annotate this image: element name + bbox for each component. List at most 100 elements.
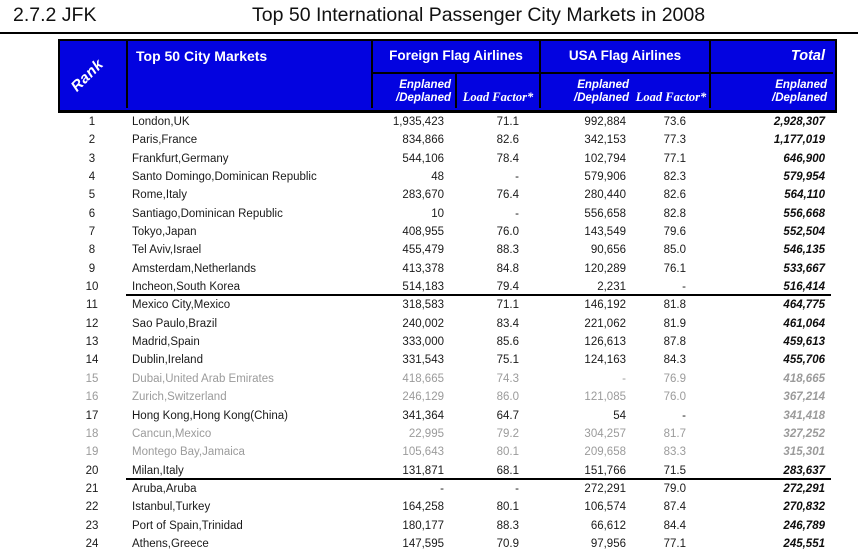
table-row: 19 Montego Bay,Jamaica 105,643 80.1 209,… xyxy=(58,443,837,461)
usa-enplaned-cell: 54 xyxy=(613,409,626,422)
foreign-enplaned-cell: - xyxy=(440,482,444,495)
foreign-load-factor-cell: 80.1 xyxy=(496,446,519,459)
city-market-cell: Milan,Italy xyxy=(126,462,371,480)
table-row: 18 Cancun,Mexico 22,995 79.2 304,257 81.… xyxy=(58,425,837,443)
city-market-cell: London,UK xyxy=(132,116,190,128)
foreign-enplaned-cell: 341,364 xyxy=(402,409,444,422)
total-enplaned-cell: 341,418 xyxy=(783,409,825,422)
total-enplaned-cell: 418,665 xyxy=(783,372,825,385)
section-label: 2.7.2 JFK xyxy=(13,4,97,26)
foreign-load-factor-cell: 70.9 xyxy=(496,537,519,550)
usa-load-factor-cell: 79.6 xyxy=(663,226,686,239)
usa-enplaned-cell: 143,549 xyxy=(584,226,626,239)
usa-load-factor-cell: 82.8 xyxy=(663,207,686,220)
total-enplaned-cell: 245,551 xyxy=(783,537,825,550)
foreign-enplaned-cell: 514,183 xyxy=(371,278,455,297)
usa-load-factor-cell: 87.4 xyxy=(663,501,686,514)
usa-load-factor-cell: 81.7 xyxy=(663,427,686,440)
foreign-load-factor-cell: 74.3 xyxy=(496,372,519,385)
city-market-cell: Montego Bay,Jamaica xyxy=(132,446,245,459)
usa-load-factor-cell: 76.9 xyxy=(663,372,686,385)
usa-load-factor-cell: 87.8 xyxy=(663,336,686,349)
foreign-enplaned-cell: 1,935,423 xyxy=(392,116,444,128)
usa-load-factor-cell: 76.1 xyxy=(663,262,686,275)
usa-enplaned-cell: 151,766 xyxy=(539,462,631,480)
usa-load-factor-cell: 84.3 xyxy=(663,354,686,367)
table-row: 8 Tel Aviv,Israel 455,479 88.3 90,656 85… xyxy=(58,241,837,259)
foreign-enplaned-cell: 10 xyxy=(431,207,444,220)
total-enplaned-cell: 283,637 xyxy=(709,462,831,480)
total-enplaned-cell: 552,504 xyxy=(783,226,825,239)
rank-cell: 17 xyxy=(85,409,99,422)
foreign-load-factor-cell: 76.4 xyxy=(496,189,519,202)
rank-cell: 15 xyxy=(85,372,99,385)
header-usa-flag-airlines: USA Flag Airlines xyxy=(541,41,711,74)
city-market-cell: Tokyo,Japan xyxy=(132,226,197,239)
foreign-enplaned-cell: 544,106 xyxy=(402,152,444,165)
header-rank-label: Rank xyxy=(67,55,108,96)
rank-cell: 13 xyxy=(85,336,99,349)
table-row: 23 Port of Spain,Trinidad 180,177 88.3 6… xyxy=(58,517,837,535)
usa-load-factor-cell: 82.6 xyxy=(663,189,686,202)
usa-enplaned-cell: 106,574 xyxy=(584,501,626,514)
rank-cell: 19 xyxy=(85,446,99,459)
total-enplaned-cell: 564,110 xyxy=(784,189,825,202)
rank-cell: 10 xyxy=(85,281,99,294)
foreign-load-factor-cell: 78.4 xyxy=(496,152,519,165)
usa-enplaned-cell: 992,884 xyxy=(584,116,626,128)
foreign-load-factor-cell: - xyxy=(515,207,519,220)
table-row: 24 Athens,Greece 147,595 70.9 97,956 77.… xyxy=(58,535,837,553)
table-row: 3 Frankfurt,Germany 544,106 78.4 102,794… xyxy=(58,150,837,168)
foreign-enplaned-cell: 283,670 xyxy=(402,189,444,202)
enplaned-line1: Enplaned xyxy=(577,79,629,91)
usa-load-factor-cell: 81.9 xyxy=(663,317,686,330)
header-usa-load-factor: Load Factor* xyxy=(633,74,711,108)
city-market-cell: Cancun,Mexico xyxy=(132,427,212,440)
foreign-load-factor-cell: 79.4 xyxy=(455,278,539,297)
foreign-enplaned-cell: 164,258 xyxy=(402,501,444,514)
rank-cell: 11 xyxy=(86,299,98,312)
foreign-load-factor-cell: 85.6 xyxy=(496,336,519,349)
foreign-load-factor-cell: 64.7 xyxy=(496,409,519,422)
table-row: 22 Istanbul,Turkey 164,258 80.1 106,574 … xyxy=(58,498,837,516)
usa-load-factor-cell: 81.8 xyxy=(663,299,686,312)
city-market-cell: Madrid,Spain xyxy=(132,336,200,349)
usa-enplaned-cell: 272,291 xyxy=(584,482,626,495)
rank-cell: 18 xyxy=(85,427,99,440)
table-row: 9 Amsterdam,Netherlands 413,378 84.8 120… xyxy=(58,260,837,278)
foreign-enplaned-cell: 147,595 xyxy=(402,537,444,550)
table-row: 13 Madrid,Spain 333,000 85.6 126,613 87.… xyxy=(58,333,837,351)
usa-enplaned-cell: 97,956 xyxy=(590,537,626,550)
city-market-cell: Incheon,South Korea xyxy=(126,278,371,297)
foreign-enplaned-cell: 408,955 xyxy=(402,226,444,239)
total-enplaned-cell: 246,789 xyxy=(783,519,825,532)
header-foreign-load-factor: Load Factor* xyxy=(457,74,541,108)
usa-enplaned-cell: 280,440 xyxy=(584,189,626,202)
foreign-load-factor-cell: 88.3 xyxy=(496,244,519,257)
foreign-enplaned-cell: 246,129 xyxy=(402,391,444,404)
usa-load-factor-cell: 85.0 xyxy=(663,244,686,257)
rank-cell: 1 xyxy=(88,116,96,128)
city-market-cell: Amsterdam,Netherlands xyxy=(132,262,256,275)
foreign-load-factor-cell: - xyxy=(515,482,519,495)
header-foreign-enplaned-deplaned: Enplaned /Deplaned xyxy=(373,74,457,108)
rank-cell: 12 xyxy=(85,317,99,330)
usa-load-factor-cell: - xyxy=(682,409,686,422)
total-enplaned-cell: 327,252 xyxy=(783,427,825,440)
table-row: 14 Dublin,Ireland 331,543 75.1 124,163 8… xyxy=(58,351,837,369)
foreign-load-factor-cell: 68.1 xyxy=(455,462,539,480)
table-row: 4 Santo Domingo,Dominican Republic 48 - … xyxy=(58,168,837,186)
enplaned-line1: Enplaned xyxy=(775,79,827,91)
usa-enplaned-cell: 556,658 xyxy=(584,207,626,220)
header-usa-enplaned-deplaned: Enplaned /Deplaned xyxy=(541,74,633,108)
rank-cell: 24 xyxy=(85,537,99,550)
city-market-cell: Dubai,United Arab Emirates xyxy=(132,372,274,385)
usa-enplaned-cell: - xyxy=(622,372,626,385)
city-market-cell: Mexico City,Mexico xyxy=(132,299,231,312)
city-market-cell: Zurich,Switzerland xyxy=(132,391,227,404)
table-row: 12 Sao Paulo,Brazil 240,002 83.4 221,062… xyxy=(58,315,837,333)
foreign-load-factor-cell: 88.3 xyxy=(496,519,519,532)
city-market-cell: Rome,Italy xyxy=(132,189,187,202)
foreign-load-factor-cell: 80.1 xyxy=(496,501,519,514)
foreign-load-factor-cell: 75.1 xyxy=(496,354,519,367)
